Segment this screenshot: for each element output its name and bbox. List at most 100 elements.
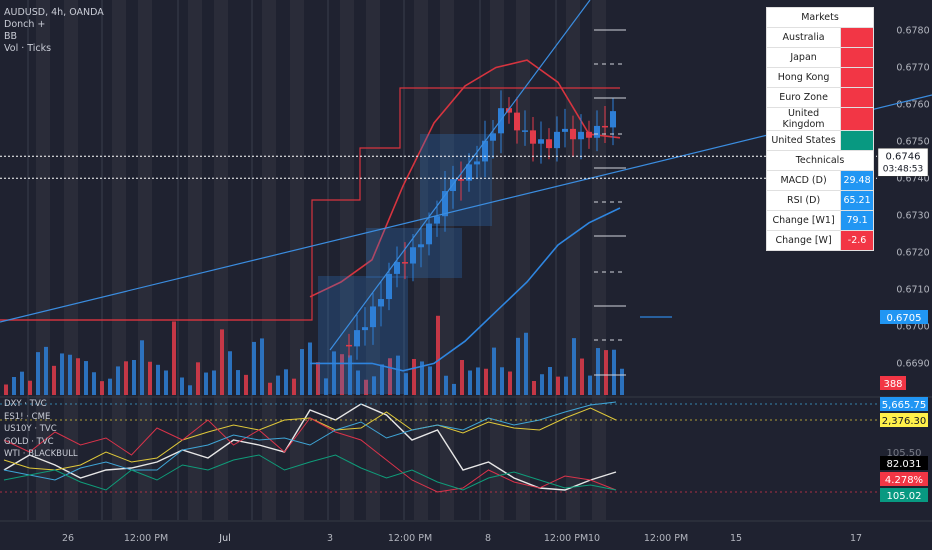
- candle-body: [554, 131, 560, 149]
- tech-rsi-value: 65.21: [840, 190, 874, 211]
- volume-bar: [244, 374, 248, 395]
- session-shade: [340, 0, 354, 520]
- compare-gold-label[interactable]: GOLD · TVC: [4, 436, 54, 447]
- volume-bar: [436, 315, 440, 395]
- price-tick-label: 0.6740: [896, 173, 929, 184]
- market-australia-status: [840, 27, 874, 48]
- volume-bars: [4, 315, 624, 395]
- candle-body: [386, 273, 392, 300]
- session-shade: [366, 0, 380, 520]
- price-tick-label: 0.6730: [896, 210, 929, 221]
- compare-dxy-label[interactable]: DXY · TVC: [4, 399, 47, 409]
- indicator-donchian-label[interactable]: Donch +: [4, 19, 46, 30]
- range-box: [318, 276, 408, 394]
- volume-bar: [500, 367, 504, 395]
- volume-bar: [364, 379, 368, 395]
- volume-bar: [188, 385, 192, 395]
- time-axis-label: 3: [327, 533, 333, 544]
- session-shade: [516, 0, 530, 520]
- volume-bar: [108, 378, 112, 395]
- session-shade: [138, 0, 152, 520]
- bb-lower-line: [310, 207, 621, 372]
- main-legend: AUDUSD, 4h, OANDA Donch + BB Vol · Ticks: [4, 7, 104, 55]
- donchian-channel: [0, 87, 620, 321]
- volume-bar: [620, 368, 624, 395]
- volume-bar: [100, 381, 104, 395]
- indicator-scale-badge: [880, 456, 928, 470]
- price-tick-label: 0.6750: [896, 136, 929, 147]
- candle-body: [378, 299, 384, 307]
- market-australia: Australia: [765, 27, 842, 48]
- candle-body: [562, 128, 568, 132]
- candle-body: [354, 330, 360, 347]
- candle-body: [362, 327, 368, 331]
- volume-bar: [252, 341, 256, 395]
- volume-bar: [508, 371, 512, 395]
- volume-bar: [28, 380, 32, 395]
- volume-bar: [356, 370, 360, 395]
- candle-body: [602, 125, 608, 128]
- price-tick-label: 0.6720: [896, 247, 929, 258]
- volume-bar: [524, 332, 528, 395]
- volume-bar: [84, 361, 88, 395]
- volume-bar: [156, 364, 160, 395]
- tech-macd-value: 29.48: [840, 170, 874, 191]
- candle-body: [426, 223, 432, 245]
- market-united-states: United States: [765, 130, 842, 151]
- volume-bar: [460, 360, 464, 395]
- candle-body: [538, 139, 544, 144]
- indicator-scale-badge: [880, 413, 928, 427]
- market-japan: Japan: [765, 47, 842, 68]
- candle-body: [546, 139, 552, 149]
- session-shade: [112, 0, 126, 520]
- candle-body: [586, 131, 592, 138]
- volume-bar: [324, 378, 328, 395]
- bb-lower-label: 0.6705: [887, 313, 922, 324]
- volume-bar: [604, 350, 608, 395]
- session-shade: [214, 0, 228, 520]
- volume-bar: [468, 370, 472, 395]
- volume-bar: [220, 329, 224, 395]
- time-axis-label: 8: [485, 533, 491, 544]
- price-tick-label: 0.6690: [896, 358, 929, 369]
- candle-body: [594, 125, 600, 138]
- volume-bar: [52, 365, 56, 395]
- compare-es-label[interactable]: ES1! · CME: [4, 411, 51, 422]
- compare-wti-label[interactable]: WTI · BLACKBULL: [4, 449, 78, 459]
- bb-lower-badge: [880, 310, 928, 324]
- volume-bar: [36, 352, 40, 395]
- volume-bar: [284, 369, 288, 395]
- volume-bar: [276, 375, 280, 395]
- compare-series-line: [3, 403, 617, 491]
- volume-bar: [332, 351, 336, 395]
- volume-bar: [556, 376, 560, 395]
- volume-bar: [12, 376, 16, 395]
- volume-bar: [60, 353, 64, 395]
- symbol-label[interactable]: AUDUSD, 4h, OANDA: [4, 7, 104, 18]
- market-united-kingdom: United Kingdom: [765, 107, 842, 131]
- countdown-label: 03:48:53: [883, 164, 923, 174]
- volume-bar: [308, 342, 312, 395]
- indicator-volume-label[interactable]: Vol · Ticks: [4, 43, 52, 54]
- market-euro-zone: Euro Zone: [765, 87, 842, 108]
- volume-bar: [316, 362, 320, 395]
- market-euro-zone-status: [840, 87, 874, 108]
- candle-body: [370, 306, 376, 328]
- volume-bar: [124, 361, 128, 395]
- market-united-states-status: [840, 130, 874, 151]
- session-shade: [566, 0, 580, 520]
- compare-us10y-label[interactable]: US10Y · TVC: [4, 424, 57, 434]
- volume-bar: [292, 378, 296, 395]
- volume-bar: [148, 361, 152, 395]
- time-axis-label: Jul: [218, 533, 230, 544]
- volume-bar: [76, 358, 80, 395]
- volume-bar: [348, 355, 352, 395]
- indicator-bb-label[interactable]: BB: [4, 31, 18, 42]
- indicator-scale-label: 5,665.75: [882, 400, 927, 411]
- volume-bar: [580, 358, 584, 395]
- volume-bar: [260, 338, 264, 395]
- candle-body: [578, 131, 584, 140]
- bb-upper-line: [309, 59, 621, 298]
- session-shading: [36, 0, 606, 520]
